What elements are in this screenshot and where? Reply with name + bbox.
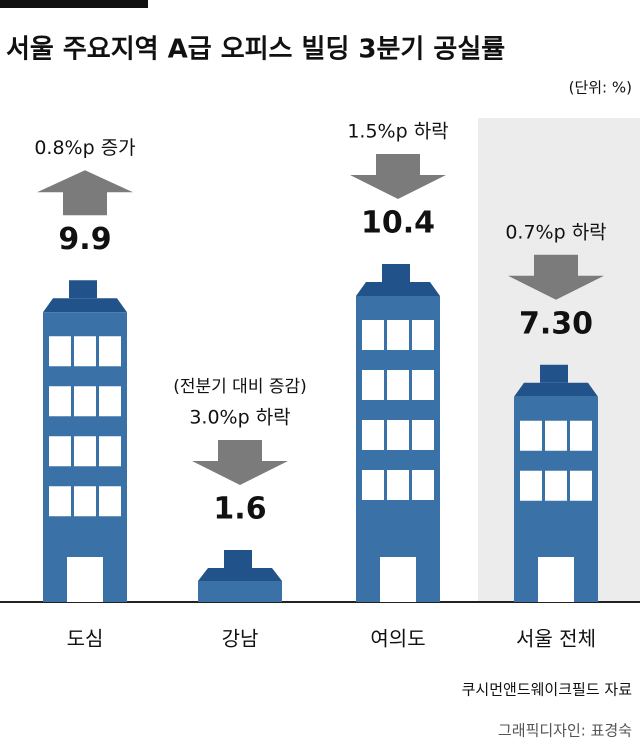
top-bar [0,0,148,8]
x-tick-label: 도심 [67,627,104,651]
building [514,364,598,602]
building-window [412,320,434,350]
value-label: 10.4 [361,206,435,241]
building-window [362,320,384,350]
building-chimney [382,264,410,282]
building-window [545,470,567,501]
change-label: 1.5%p 하락 [347,121,448,143]
building-chimney [224,550,252,568]
building-window [362,370,384,400]
value-label: 9.9 [58,222,111,257]
building-chimney [69,280,97,299]
building-window [49,486,71,517]
change-arrow [350,154,446,199]
building-roof [514,382,598,397]
building-window [387,370,409,400]
building-door [380,557,416,602]
change-label: 3.0%p 하락 [189,407,290,429]
building-window [362,470,384,500]
building-window [74,486,96,517]
unit-label: (단위: %) [569,79,632,97]
building-window [362,420,384,450]
change-label: 0.7%p 하락 [505,221,606,243]
building-window [99,336,121,367]
building-door [538,557,574,602]
building-door [67,557,103,602]
building-window [49,436,71,467]
building-window [74,436,96,467]
building-roof [198,568,282,581]
change-arrow [192,440,288,485]
building-window [570,470,592,501]
building [43,280,127,602]
building-window [99,386,121,417]
change-label: 0.8%p 증가 [34,137,135,159]
building-window [49,386,71,417]
building-window [520,470,542,501]
building [356,264,440,602]
building-chimney [540,364,568,383]
building-body [198,581,282,602]
source: 쿠시먼앤드웨이크필드 자료 [462,681,633,699]
value-label: 1.6 [213,492,266,527]
building [198,550,282,602]
building-window [49,336,71,367]
building-window [74,336,96,367]
building-window [74,386,96,417]
x-tick-label: 서울 전체 [516,627,596,651]
x-tick-label: 여의도 [370,627,425,651]
building-window [570,420,592,451]
building-window [387,320,409,350]
building-window [99,436,121,467]
building-window [412,470,434,500]
building-window [387,470,409,500]
building-window [387,420,409,450]
change-arrow [37,170,133,216]
building-window [412,370,434,400]
value-label: 7.30 [519,306,593,341]
building-window [99,486,121,517]
building-roof [356,282,440,296]
building-roof [43,298,127,313]
credit: 그래픽디자인: 표경숙 [498,722,632,740]
x-tick-label: 강남 [222,627,259,651]
annotation: (전분기 대비 증감) [173,377,307,397]
change-arrow [508,254,604,300]
building-window [412,420,434,450]
building-window [520,420,542,451]
building-window [545,420,567,451]
chart-title: 서울 주요지역 A급 오피스 빌딩 3분기 공실률 [6,35,505,65]
